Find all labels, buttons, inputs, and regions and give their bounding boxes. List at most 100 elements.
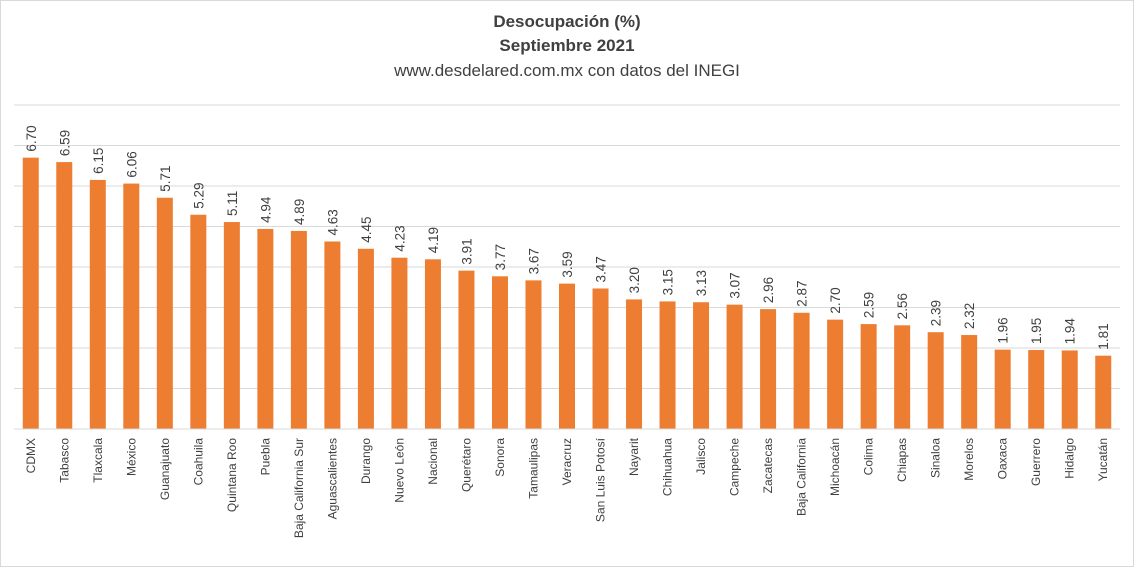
data-label: 1.94 [1063, 318, 1078, 345]
bar [860, 324, 877, 429]
data-label: 6.59 [57, 130, 72, 156]
category-label: Guerrero [1029, 438, 1043, 486]
category-label: Baja California Sur [292, 438, 306, 538]
data-label: 5.71 [158, 165, 173, 191]
data-label: 1.81 [1096, 323, 1111, 349]
bar [223, 222, 240, 429]
bar [1095, 355, 1112, 429]
bar [927, 332, 944, 429]
category-label: Hidalgo [1063, 438, 1077, 479]
category-label: San Luis Potosí [594, 437, 608, 522]
data-label: 3.15 [661, 269, 676, 295]
category-label: Baja California [795, 438, 809, 516]
bar [424, 259, 441, 429]
bar [257, 228, 274, 429]
category-label: México [124, 438, 138, 476]
category-label: Chihuahua [661, 438, 675, 496]
bar [592, 288, 609, 429]
bar [994, 349, 1011, 429]
category-label: Zacatecas [761, 438, 775, 493]
category-label: Durango [359, 438, 373, 484]
category-label: Veracruz [560, 438, 574, 485]
bar [726, 304, 743, 429]
data-label: 3.67 [526, 248, 541, 274]
category-label: Campeche [728, 438, 742, 496]
data-label: 3.77 [493, 244, 508, 270]
data-label: 1.95 [1029, 318, 1044, 344]
category-label: Jalisco [694, 438, 708, 475]
category-label: Tamaulipas [526, 438, 540, 499]
data-label: 4.94 [258, 196, 273, 223]
bar [793, 312, 810, 429]
category-label: Tlaxcala [91, 438, 105, 483]
data-label: 3.59 [560, 251, 575, 277]
data-label: 4.23 [392, 225, 407, 251]
data-label: 1.96 [996, 317, 1011, 343]
bar [626, 299, 643, 429]
data-label: 5.11 [225, 191, 240, 216]
data-label: 4.63 [325, 209, 340, 235]
bar [1028, 350, 1045, 429]
bar [324, 241, 341, 429]
bar [89, 179, 106, 429]
category-label: Sonora [493, 438, 507, 477]
data-label: 6.15 [91, 148, 106, 174]
data-label: 6.70 [24, 125, 39, 151]
chart-titles: Desocupación (%) Septiembre 2021 www.des… [0, 10, 1134, 84]
data-label: 3.20 [627, 267, 642, 293]
data-label: 4.45 [359, 216, 374, 242]
bar [693, 302, 710, 429]
bar [56, 162, 73, 430]
category-label: Coahuila [191, 438, 205, 486]
data-label: 6.06 [124, 151, 139, 177]
category-label: Quintana Roo [225, 438, 239, 512]
chart-source: www.desdelared.com.mx con datos del INEG… [394, 61, 740, 80]
bar [123, 183, 140, 429]
bar [760, 309, 777, 429]
bar [491, 276, 508, 429]
category-label: Tabasco [57, 438, 71, 483]
category-label: CDMX [24, 438, 38, 473]
data-label: 3.07 [728, 272, 743, 298]
category-label: Nayarit [627, 437, 641, 476]
bar [458, 270, 475, 429]
category-label: Oaxaca [996, 438, 1010, 480]
data-label: 3.13 [694, 270, 709, 296]
category-label: Nuevo León [392, 438, 406, 503]
bar [961, 335, 978, 429]
bar [357, 248, 374, 429]
data-label: 2.32 [962, 303, 977, 329]
category-label: Michoacán [828, 438, 842, 496]
data-label: 5.29 [191, 182, 206, 208]
bar [391, 257, 408, 429]
bar [290, 230, 307, 429]
data-label: 2.96 [761, 277, 776, 303]
data-label: 2.59 [862, 292, 877, 318]
bar [559, 283, 575, 429]
category-label: Querétaro [459, 438, 473, 492]
data-label: 4.89 [292, 199, 307, 225]
bar [1061, 350, 1078, 429]
data-label: 3.91 [459, 238, 474, 264]
data-label: 4.19 [426, 227, 441, 253]
data-label: 2.87 [795, 280, 810, 306]
category-label: Nacional [426, 438, 440, 485]
data-label: 3.47 [594, 256, 609, 282]
category-label: Yucatán [1096, 438, 1110, 481]
bar [659, 301, 676, 429]
bar [190, 214, 207, 429]
bar [156, 197, 173, 429]
category-label: Aguascalientes [325, 438, 339, 519]
bar [22, 157, 39, 429]
bar [827, 319, 844, 429]
data-label: 2.39 [929, 300, 944, 326]
data-label: 2.56 [895, 293, 910, 319]
category-label: Chiapas [895, 438, 909, 482]
bar [894, 325, 911, 429]
category-label: Colima [862, 438, 876, 476]
category-label: Puebla [258, 438, 272, 476]
category-label: Sinaloa [929, 438, 943, 478]
category-label: Guanajuato [158, 438, 172, 500]
